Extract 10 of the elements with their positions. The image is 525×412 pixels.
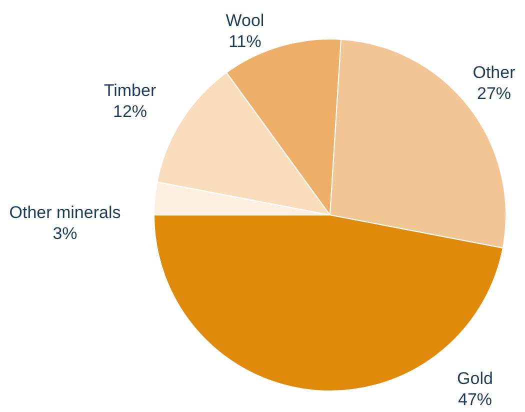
data-label: 27%	[476, 84, 512, 104]
data-label: 3%	[52, 224, 78, 244]
data-label: 11%	[228, 32, 262, 52]
slice-label: Wool	[226, 10, 264, 30]
slice-label: Gold	[457, 368, 493, 388]
slice-label: Other	[472, 62, 516, 82]
data-label: 12%	[112, 102, 148, 122]
slice-label: Other minerals	[9, 202, 121, 222]
data-label: 47%	[458, 390, 492, 410]
slice-label: Timber	[104, 80, 156, 100]
